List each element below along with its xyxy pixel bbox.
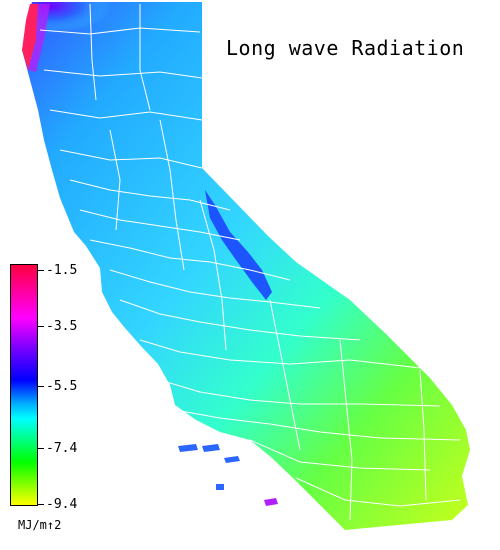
county-boundaries [39,3,461,521]
northwest-magenta-band [28,4,50,72]
legend-label: -5.5 [46,379,78,394]
legend-tick [38,504,44,505]
legend-tick [38,326,44,327]
legend-tick [38,448,44,449]
legend-unit: MJ/m↑2 [18,518,62,532]
northwest-coast-strip [22,4,38,70]
legend-label: -9.4 [46,497,78,512]
legend-label: -1.5 [46,263,78,278]
legend-label: -3.5 [46,319,78,334]
legend-label: -7.4 [46,441,78,456]
color-legend: -1.5 -3.5 -5.5 -7.4 -9.4 MJ/m↑2 [10,264,100,544]
north-cold-region [22,2,202,80]
sierra-nevada-strip [205,190,272,300]
legend-tick [38,386,44,387]
map-title: Long wave Radiation [226,36,465,60]
channel-islands [178,444,278,506]
legend-tick [38,270,44,271]
legend-color-bar [10,264,38,506]
